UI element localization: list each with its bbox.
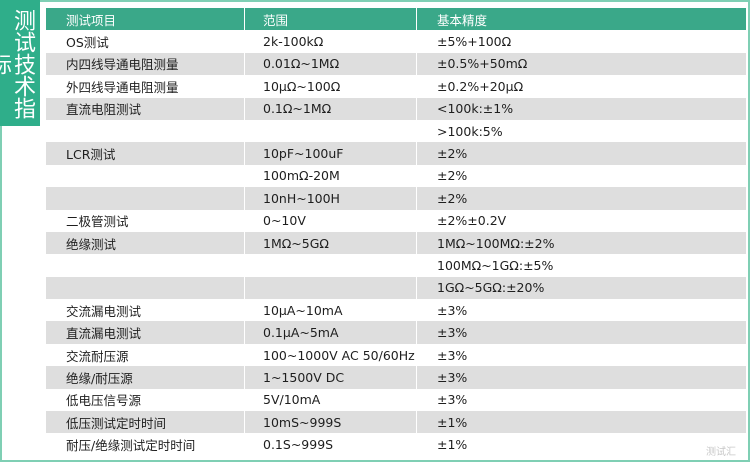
cell-range [244,276,416,300]
cell-accuracy: ±0.2%+20μΩ [416,75,746,98]
cell-range: 100mΩ-20M [244,164,416,188]
cell-range [244,119,416,143]
cell-test-item [46,187,244,209]
header-accuracy: 基本精度 [416,8,746,31]
cell-range: 10μA~10mA [244,299,416,322]
table-row: 低电压信号源 5V/10mA ±3% [46,388,746,412]
cell-range: 10μΩ~100Ω [244,75,416,98]
table-row: 外四线导通电阻测量 10μΩ~100Ω ±0.2%+20μΩ [46,75,746,98]
cell-accuracy: ±3% [416,321,746,344]
cell-test-item: 耐压/绝缘测试定时时间 [66,438,196,454]
cell-accuracy: ±3% [416,366,746,389]
cell-range: 0~10V [244,209,416,232]
cell-test-item: 外四线导通电阻测量 [66,79,179,95]
cell-test-item: 内四线导通电阻测量 [66,57,179,73]
cell-test-item: 绝缘/耐压源 [66,370,133,386]
cell-test-item: 直流漏电测试 [66,326,142,342]
table-row: 10nH~100H ±2% [46,187,746,210]
table-row: 交流漏电测试 10μA~10mA ±3% [46,299,746,322]
table-row: 直流电阻测试 0.1Ω~1MΩ <100k:±1% [46,97,746,120]
cell-accuracy: <100k:±1% [416,97,746,120]
cell-accuracy: 1GΩ~5GΩ:±20% [416,276,746,300]
cell-accuracy: ±2% [416,187,746,210]
cell-accuracy: ±2% [416,164,746,188]
table-row: 交流耐压源 100~1000V AC 50/60Hz ±3% [46,343,746,367]
table-row: 100MΩ~1GΩ:±5% [46,254,746,277]
cell-accuracy: >100k:5% [416,119,746,143]
table-row: 绝缘测试 1MΩ~5GΩ 1MΩ~100MΩ:±2% [46,231,746,255]
cell-accuracy: ±2% [416,142,746,165]
watermark: 测试汇 [706,447,736,458]
cell-range: 1MΩ~5GΩ [244,231,416,255]
cell-range [244,254,416,277]
table-row: 内四线导通电阻测量 0.01Ω~1MΩ ±0.5%+50mΩ [46,52,746,76]
cell-test-item [46,277,244,299]
header-range: 范围 [244,8,416,31]
table-row: 低压测试定时时间 10mS~999S ±1% [46,411,746,434]
cell-test-item: 绝缘测试 [66,236,117,252]
cell-range: 100~1000V AC 50/60Hz [244,343,416,367]
cell-range: 0.01Ω~1MΩ [244,52,416,76]
table-row: LCR测试 10pF~100uF ±2% [46,142,746,165]
cell-test-item: 低压测试定时时间 [66,415,167,431]
cell-test-item: 交流耐压源 [66,348,129,364]
cell-accuracy: ±1% [416,411,746,434]
cell-accuracy: ±1% [416,433,746,456]
cell-range: 5V/10mA [244,388,416,412]
header-test-item: 测试项目 [66,12,117,28]
cell-range: 10pF~100uF [244,142,416,165]
cell-accuracy: 1MΩ~100MΩ:±2% [416,231,746,255]
table-row: OS测试 2k-100kΩ ±5%+100Ω [46,30,746,53]
table-row: >100k:5% [46,119,746,143]
section-title-bar: 测试技术指标 [0,0,40,126]
cell-test-item: 交流漏电测试 [66,303,142,319]
cell-accuracy: ±3% [416,343,746,367]
table-row: 绝缘/耐压源 1~1500V DC ±3% [46,366,746,389]
cell-accuracy: ±0.5%+50mΩ [416,52,746,76]
cell-accuracy: ±5%+100Ω [416,30,746,53]
cell-range: 1~1500V DC [244,366,416,389]
cell-test-item: OS测试 [66,35,109,51]
cell-accuracy: ±3% [416,299,746,322]
table-row: 二极管测试 0~10V ±2%±0.2V [46,209,746,232]
cell-test-item [46,120,244,142]
cell-range: 0.1S~999S [244,433,416,456]
cell-test-item: LCR测试 [66,147,116,163]
cell-test-item [46,254,244,276]
table-row: 耐压/绝缘测试定时时间 0.1S~999S ±1% [46,433,746,456]
cell-range: 0.1μA~5mA [244,321,416,344]
cell-test-item: 二极管测试 [66,214,129,230]
table-row: 100mΩ-20M ±2% [46,164,746,188]
cell-range: 2k-100kΩ [244,30,416,53]
cell-range: 0.1Ω~1MΩ [244,97,416,120]
table-row: 1GΩ~5GΩ:±20% [46,276,746,300]
cell-accuracy: ±2%±0.2V [416,209,746,232]
cell-range: 10nH~100H [244,187,416,210]
cell-accuracy: ±3% [416,388,746,412]
table-row: 直流漏电测试 0.1μA~5mA ±3% [46,321,746,344]
cell-test-item: 低电压信号源 [66,393,142,409]
cell-accuracy: 100MΩ~1GΩ:±5% [416,254,746,277]
table-header-row: 测试项目 范围 基本精度 [46,8,746,31]
spec-table: 测试项目 范围 基本精度 OS测试 2k-100kΩ ±5%+100Ω 内四线导通电阻… [46,8,746,456]
cell-test-item: 直流电阻测试 [66,102,142,118]
cell-test-item [46,165,244,187]
cell-range: 10mS~999S [244,411,416,434]
section-title: 测试技术指标 [0,9,35,119]
